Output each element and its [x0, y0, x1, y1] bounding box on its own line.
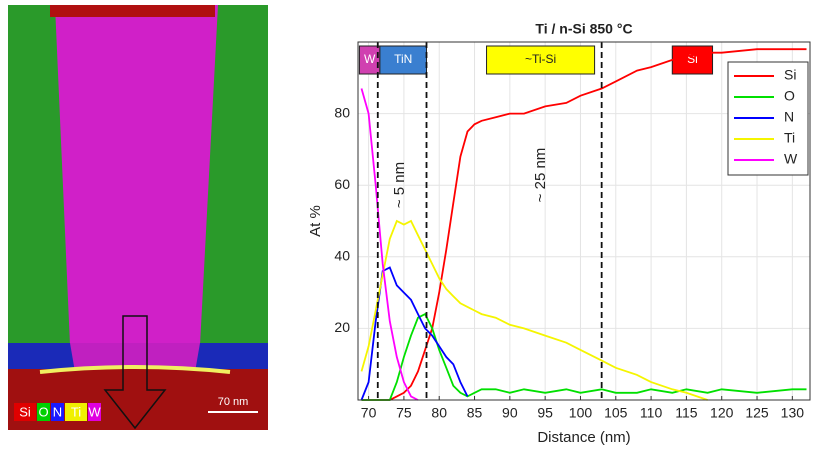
legend-label: Ti	[784, 130, 795, 146]
region-box	[671, 45, 714, 75]
x-tick-label: 70	[361, 405, 377, 421]
annotation: ~ 5 nm	[391, 162, 408, 208]
element-label: N	[53, 404, 62, 419]
map-arrow	[103, 315, 167, 430]
x-tick-label: 80	[431, 405, 447, 421]
chart: Ti / n-Si 850 °C Distance (nm) At % 20 40…	[307, 21, 811, 446]
element-swatch	[65, 403, 87, 421]
series-line	[360, 219, 708, 401]
element-swatch	[37, 403, 50, 421]
y-tick-label: 60	[334, 176, 350, 192]
legend-label: Si	[784, 67, 796, 83]
scale-bar-label: 70 nm	[218, 396, 249, 408]
legend-label: W	[784, 151, 798, 167]
x-tick-label: 130	[781, 405, 805, 421]
edx-map: 70 nm Si O N Ti W	[8, 5, 268, 430]
element-label: O	[38, 404, 48, 419]
series-line	[361, 312, 807, 401]
map-tungsten-foot	[70, 343, 200, 372]
series-line	[360, 88, 419, 401]
x-tick-label: 90	[502, 405, 518, 421]
map-tungsten	[55, 5, 218, 345]
element-label: Ti	[71, 404, 81, 419]
legend-label: O	[784, 88, 795, 104]
region-label: Si	[687, 52, 698, 66]
legend-label: N	[784, 109, 794, 125]
series-line	[361, 48, 807, 401]
annotation: ~ 25 nm	[532, 148, 549, 203]
x-tick-label: 75	[396, 405, 412, 421]
y-tick-label: 80	[334, 104, 350, 120]
x-tick-label: 120	[710, 405, 734, 421]
element-label: W	[88, 404, 101, 419]
element-swatch	[14, 403, 36, 421]
plot-frame	[357, 41, 811, 401]
chart-title: Ti / n-Si 850 °C	[535, 21, 632, 37]
map-top	[50, 5, 215, 17]
x-tick-label: 95	[537, 405, 553, 421]
region-box	[486, 45, 596, 75]
region-label: W	[364, 52, 376, 66]
element-swatch	[88, 403, 101, 421]
y-tick-label: 20	[334, 319, 350, 335]
y-tick-label: 40	[334, 248, 350, 264]
element-labels: Si O N Ti W	[14, 403, 101, 421]
y-axis-label: At %	[307, 205, 324, 237]
region-box	[379, 45, 428, 75]
element-swatch	[51, 403, 64, 421]
x-axis-label: Distance (nm)	[537, 429, 630, 446]
map-silicide	[39, 365, 231, 374]
element-label: Si	[19, 404, 31, 419]
x-tick-label: 125	[745, 405, 769, 421]
x-tick-label: 100	[569, 405, 593, 421]
x-tick-label: 85	[467, 405, 483, 421]
region-label: TiN	[394, 52, 412, 66]
x-tick-label: 105	[604, 405, 628, 421]
region-label: ~Ti-Si	[525, 52, 556, 66]
x-tick-label: 110	[640, 405, 663, 421]
x-tick-label: 115	[675, 405, 698, 421]
